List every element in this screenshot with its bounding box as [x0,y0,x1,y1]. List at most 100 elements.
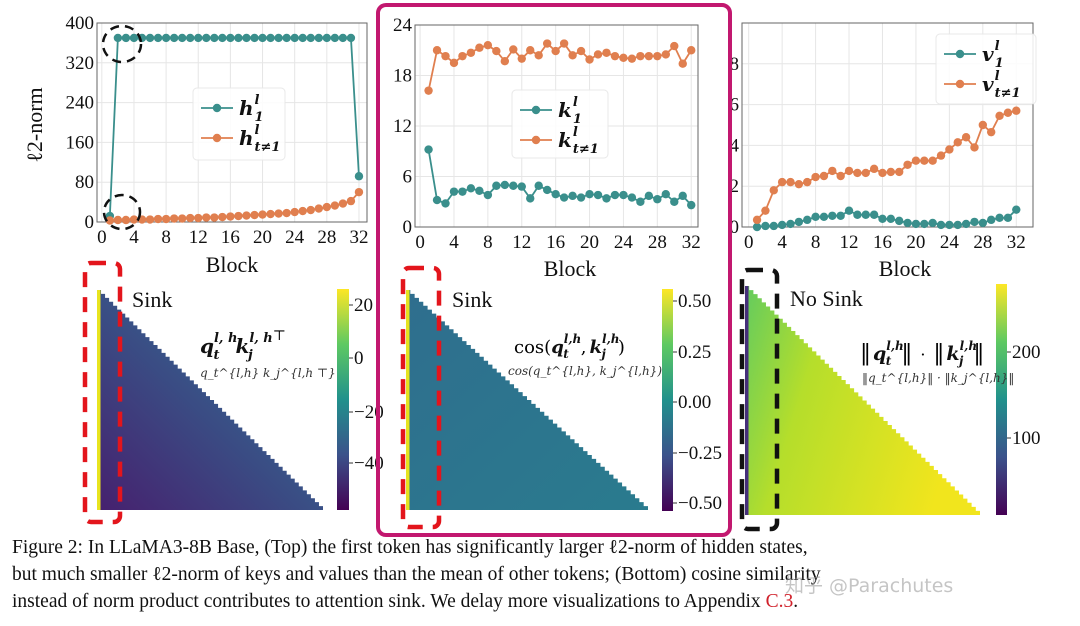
data-point [330,33,340,43]
data-point [803,177,812,187]
y-tick-label: 0 [85,212,95,233]
y-tick-label: 6 [403,167,413,188]
sink-label: Sink [132,287,172,312]
data-point [145,33,155,43]
data-point [945,145,954,154]
data-point [878,168,887,178]
data-point [526,194,535,203]
colorbar-tick-label: −0.50 [678,493,722,514]
y-tick-label: 18 [393,66,412,87]
data-point [670,41,679,51]
data-point [121,33,131,43]
heatmap-1: 200−20−40 [97,289,384,510]
data-point [322,202,332,212]
data-point [475,186,484,196]
x-tick-label: 8 [161,227,171,248]
formula-norm-product-source: ‖q_t^{l,h}‖ · ‖k_j^{l,h}‖ [862,371,1014,385]
colorbar-tick-label: 0 [354,348,364,369]
y-tick-label: 160 [66,132,95,153]
data-point [895,167,904,177]
colorbar-tick-label: −0.25 [678,443,722,464]
data-point [177,214,187,223]
data-point [853,210,862,219]
data-point [424,86,433,95]
data-point [234,211,243,221]
series-first-token [424,145,696,210]
data-point [242,211,251,220]
data-point [928,218,937,228]
colorbar-tick-label: 20 [354,295,373,316]
y-tick-label: 320 [66,53,95,74]
caption-line-3: instead of norm product contributes to a… [12,591,798,613]
x-tick-label: 12 [840,232,859,253]
data-point [559,193,569,202]
data-point [576,46,586,56]
data-point [687,200,696,210]
data-point [542,39,552,48]
data-point [786,177,795,187]
data-point [593,190,603,200]
data-point [794,217,804,227]
x-tick-label: 28 [973,232,992,253]
data-point [330,201,340,210]
data-point [869,164,879,174]
highlight-box [376,3,732,537]
y-tick-label: 6 [730,95,740,116]
x-tick-label: 20 [906,232,925,253]
data-point [819,171,829,181]
data-point [186,213,195,223]
data-point [769,186,778,195]
data-point [202,33,211,43]
data-point [661,189,671,199]
x-tick-label: 32 [682,232,701,253]
appendix-link[interactable]: C.3 [765,591,794,612]
x-tick-label: 0 [415,232,425,253]
sink-circle-bottom [102,193,142,231]
x-tick-label: 4 [449,232,459,253]
data-point [945,220,954,230]
data-point [449,58,459,68]
first-token-column [97,290,101,510]
data-point [752,222,762,232]
data-point [346,33,356,43]
no-sink-dashed-box [739,267,780,532]
x-tick-label: 28 [648,232,667,253]
data-point [210,213,219,222]
data-point [978,218,988,228]
data-point [986,215,996,225]
legend-marker [955,79,965,89]
data-point [161,214,171,224]
data-point [424,145,433,154]
data-point [169,33,179,43]
data-point [290,33,299,43]
colorbar-tick-label: 100 [1012,428,1041,449]
legend-label: kl 1 [558,95,582,127]
y-tick-label: 400 [66,13,95,34]
data-point [194,213,203,223]
data-point [551,189,560,199]
data-point [306,33,315,43]
data-point [559,39,569,48]
data-point [794,179,804,189]
data-point [517,54,526,63]
data-point [836,211,845,220]
x-tick-label: 4 [129,227,139,248]
data-point [844,206,854,215]
series-other-tokens [424,39,696,95]
data-point [761,206,770,215]
data-point [551,46,560,56]
data-point [886,214,896,224]
attention-triangle [406,290,648,510]
caption-end: . [793,591,799,612]
data-point [186,33,195,43]
data-point [258,210,267,219]
x-tick-label: 4 [777,232,787,253]
legend-marker [531,105,541,115]
x-tick-label: 24 [614,232,634,253]
data-point [853,168,862,178]
data-point [1003,108,1013,117]
data-point [1012,205,1021,214]
x-tick-label: 20 [253,227,272,248]
